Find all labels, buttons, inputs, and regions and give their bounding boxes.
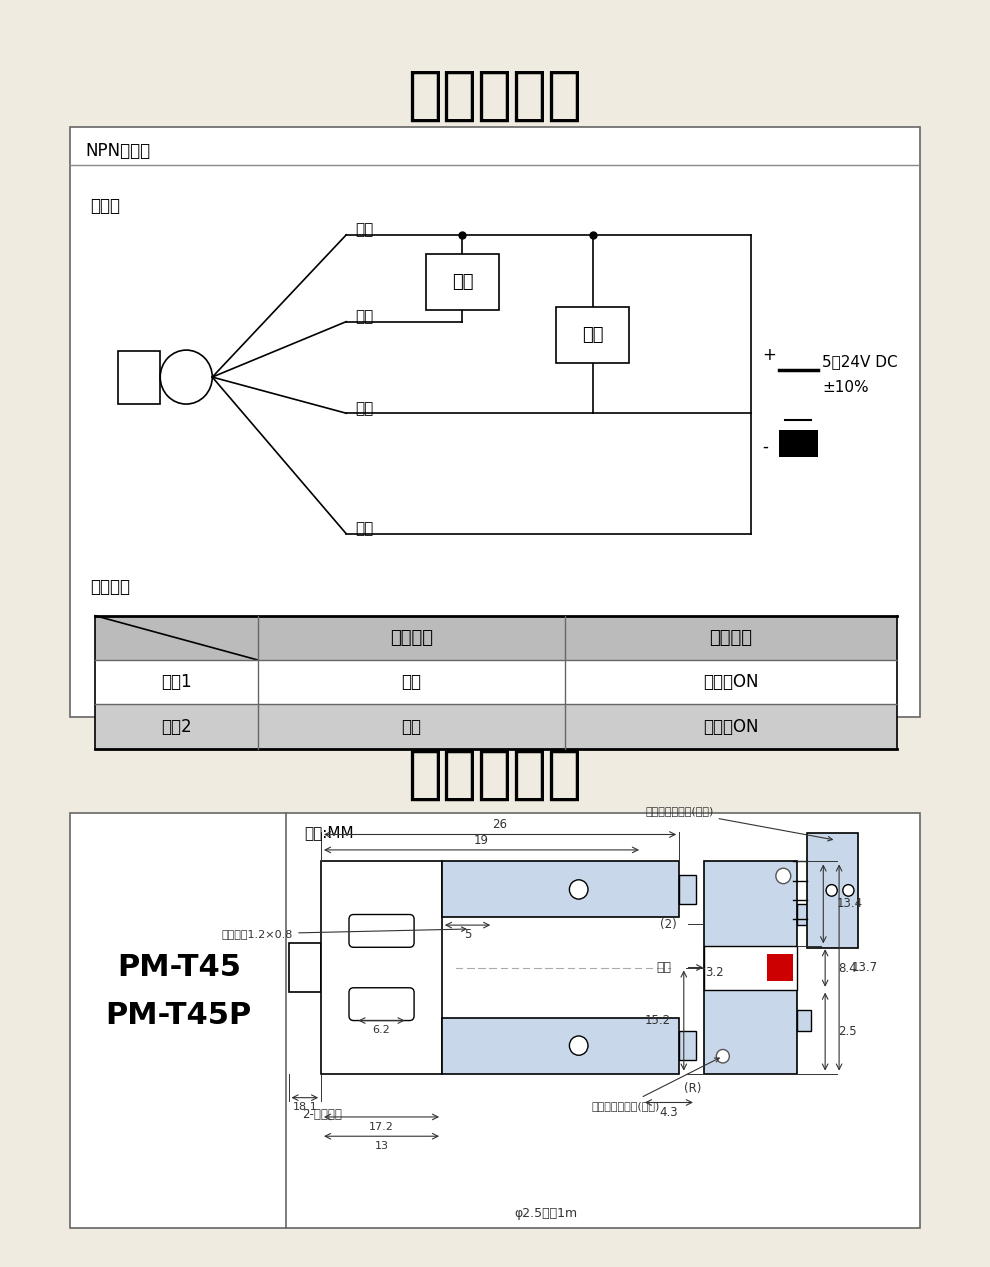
Text: (2): (2) bbox=[659, 917, 676, 931]
Bar bbox=[426, 255, 499, 310]
Text: 2-安装长孔: 2-安装长孔 bbox=[303, 1107, 343, 1120]
Text: NPN输出型: NPN输出型 bbox=[86, 142, 150, 160]
Text: 2.5: 2.5 bbox=[839, 1025, 856, 1038]
Bar bbox=[95, 616, 897, 660]
Text: 输出动作: 输出动作 bbox=[709, 628, 752, 647]
Text: 19: 19 bbox=[474, 834, 489, 846]
Bar bbox=[766, 954, 793, 981]
Text: -: - bbox=[762, 438, 768, 456]
Text: +: + bbox=[762, 346, 776, 365]
Text: 工作状态指示灯(橙色): 工作状态指示灯(橙色) bbox=[645, 806, 833, 841]
Bar bbox=[704, 862, 797, 1073]
Text: 5～24V DC: 5～24V DC bbox=[823, 355, 898, 370]
Circle shape bbox=[569, 879, 588, 900]
Text: 导线颜色: 导线颜色 bbox=[390, 628, 433, 647]
Text: φ2.5电缆1m: φ2.5电缆1m bbox=[515, 1207, 578, 1220]
Bar bbox=[95, 704, 897, 749]
Text: 负载: 负载 bbox=[451, 274, 473, 291]
Text: 输出2: 输出2 bbox=[161, 717, 192, 736]
Text: 负载: 负载 bbox=[582, 326, 603, 345]
Bar bbox=[679, 1031, 696, 1060]
Text: 单位:MM: 单位:MM bbox=[304, 825, 354, 840]
Circle shape bbox=[569, 1036, 588, 1055]
Bar bbox=[797, 903, 811, 925]
Text: 光轴: 光轴 bbox=[656, 962, 671, 974]
Text: 15.2: 15.2 bbox=[644, 1014, 671, 1028]
Bar bbox=[95, 660, 897, 704]
Bar bbox=[442, 862, 679, 917]
Text: 黑色: 黑色 bbox=[401, 673, 422, 692]
Text: 18.1: 18.1 bbox=[292, 1102, 317, 1112]
Text: 4.3: 4.3 bbox=[659, 1106, 678, 1119]
Bar bbox=[70, 127, 920, 717]
Text: 入光时ON: 入光时ON bbox=[703, 673, 758, 692]
Text: ±10%: ±10% bbox=[823, 380, 869, 395]
Text: 产品接线图: 产品接线图 bbox=[408, 67, 582, 124]
Text: 连接图: 连接图 bbox=[90, 196, 121, 215]
Bar bbox=[556, 307, 629, 364]
Text: (R): (R) bbox=[684, 1082, 701, 1095]
Text: PM-T45: PM-T45 bbox=[117, 953, 241, 982]
Text: 13.4: 13.4 bbox=[837, 897, 862, 911]
Text: 蓝色: 蓝色 bbox=[355, 522, 374, 536]
Bar bbox=[288, 944, 321, 992]
Text: 13: 13 bbox=[374, 1140, 388, 1150]
Text: 8.4: 8.4 bbox=[839, 962, 856, 974]
Text: 输出1: 输出1 bbox=[161, 673, 192, 692]
Circle shape bbox=[160, 350, 212, 404]
Bar bbox=[797, 1010, 811, 1031]
Bar bbox=[321, 862, 442, 1073]
Bar bbox=[442, 1017, 679, 1073]
Text: 13.7: 13.7 bbox=[852, 962, 878, 974]
Text: 产品尺寸图: 产品尺寸图 bbox=[408, 746, 582, 803]
FancyBboxPatch shape bbox=[349, 988, 414, 1020]
Text: 工作状态指示灯(橙色): 工作状态指示灯(橙色) bbox=[591, 1058, 720, 1111]
Bar bbox=[807, 832, 857, 948]
Text: 白色: 白色 bbox=[355, 400, 374, 416]
Text: 白色: 白色 bbox=[401, 717, 422, 736]
Bar bbox=[119, 351, 160, 404]
Bar bbox=[779, 430, 818, 456]
FancyBboxPatch shape bbox=[349, 915, 414, 948]
Bar bbox=[704, 946, 797, 990]
Text: 遮光时ON: 遮光时ON bbox=[703, 717, 758, 736]
Text: 褐色: 褐色 bbox=[355, 223, 374, 238]
Circle shape bbox=[826, 884, 838, 896]
Bar bbox=[679, 875, 696, 903]
Text: 26: 26 bbox=[493, 818, 508, 831]
Circle shape bbox=[717, 1049, 730, 1063]
Text: PM-T45P: PM-T45P bbox=[106, 1001, 251, 1030]
Text: 17.2: 17.2 bbox=[369, 1121, 394, 1131]
Text: 输出动作: 输出动作 bbox=[90, 578, 131, 595]
Text: 5: 5 bbox=[464, 929, 471, 941]
Circle shape bbox=[776, 868, 791, 883]
Bar bbox=[70, 813, 920, 1228]
Text: 光轴宽度1.2×0.8: 光轴宽度1.2×0.8 bbox=[222, 927, 466, 939]
Text: 6.2: 6.2 bbox=[372, 1025, 390, 1035]
Text: 3.2: 3.2 bbox=[705, 965, 724, 979]
Circle shape bbox=[842, 884, 854, 896]
Text: 黑色: 黑色 bbox=[355, 309, 374, 324]
